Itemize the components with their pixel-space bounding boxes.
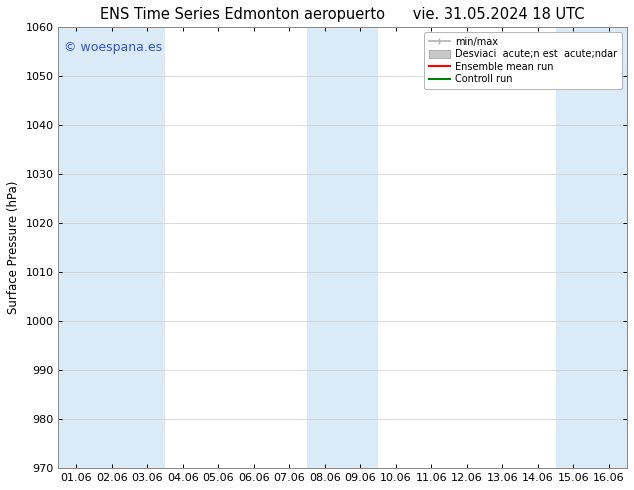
Bar [591,27,626,468]
Y-axis label: Surface Pressure (hPa): Surface Pressure (hPa) [7,181,20,315]
Legend: min/max, Desviaci  acute;n est  acute;ndar, Ensemble mean run, Controll run: min/max, Desviaci acute;n est acute;ndar… [424,32,622,89]
Title: ENS Time Series Edmonton aeropuerto      vie. 31.05.2024 18 UTC: ENS Time Series Edmonton aeropuerto vie.… [100,7,585,22]
Bar [342,27,378,468]
Bar [129,27,165,468]
Bar [555,27,591,468]
Bar [307,27,342,468]
Bar [94,27,129,468]
Bar [58,27,94,468]
Text: © woespana.es: © woespana.es [64,41,162,53]
